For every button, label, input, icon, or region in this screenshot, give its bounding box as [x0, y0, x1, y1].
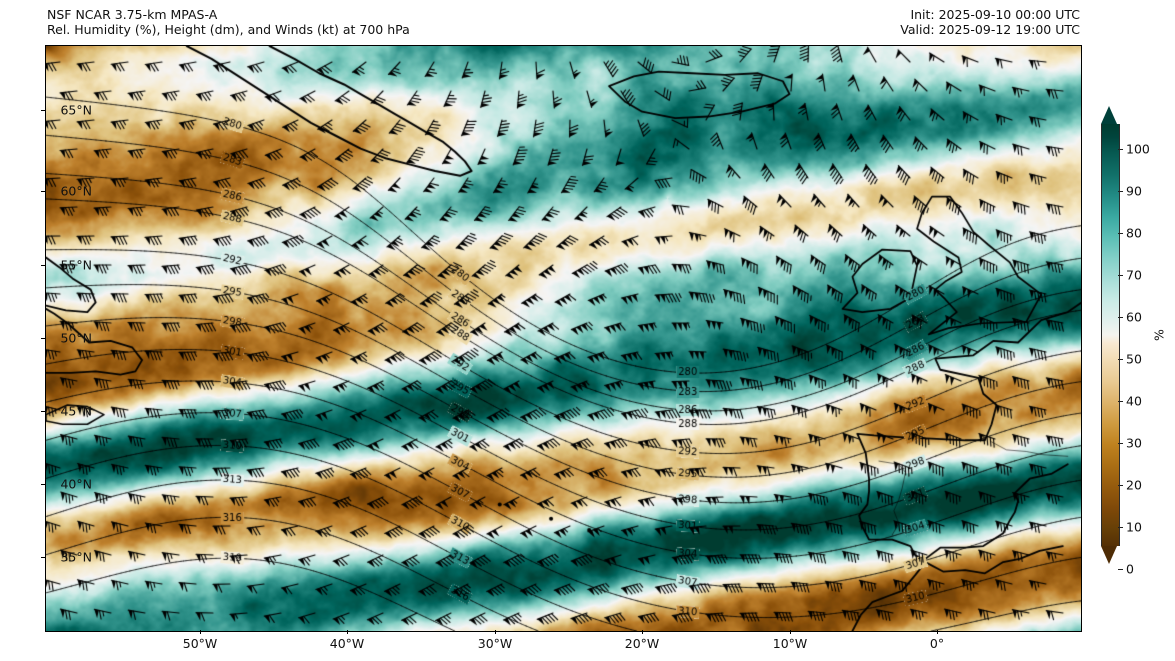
longitude-tick-label-4: 10°W — [772, 636, 808, 651]
colorbar-tick-mark-0 — [1118, 149, 1123, 150]
latitude-tick-label-6: 35°N — [60, 549, 92, 565]
colorbar-tick-label-2: 80 — [1126, 225, 1142, 241]
longitude-tick-mark-4 — [790, 630, 791, 634]
colorbar-unit-label: % — [1151, 329, 1167, 341]
latitude-tick-mark-0 — [41, 110, 45, 111]
longitude-tick-label-3: 20°W — [624, 636, 660, 651]
colorbar-tick-mark-3 — [1118, 275, 1123, 276]
longitude-tick-label-0: 50°W — [182, 636, 218, 651]
latitude-tick-mark-4 — [41, 411, 45, 412]
latitude-tick-label-2: 55°N — [60, 257, 92, 273]
latitude-tick-label-1: 60°N — [60, 183, 92, 199]
colorbar-over-arrow — [1101, 106, 1117, 124]
colorbar-gradient — [1101, 124, 1120, 546]
latitude-tick-mark-6 — [41, 557, 45, 558]
longitude-tick-mark-1 — [347, 630, 348, 634]
longitude-tick-label-1: 40°W — [329, 636, 365, 651]
latitude-tick-label-4: 45°N — [60, 403, 92, 419]
latitude-tick-mark-5 — [41, 484, 45, 485]
colorbar-tick-mark-2 — [1118, 233, 1123, 234]
longitude-tick-mark-3 — [642, 630, 643, 634]
model-field-description: Rel. Humidity (%), Height (dm), and Wind… — [47, 22, 410, 37]
latitude-tick-label-5: 40°N — [60, 476, 92, 492]
colorbar-tick-label-5: 50 — [1126, 351, 1142, 367]
colorbar-tick-mark-5 — [1118, 359, 1123, 360]
colorbar-under-arrow — [1101, 546, 1117, 564]
colorbar-tick-label-10: 0 — [1126, 561, 1134, 577]
latitude-tick-label-3: 50°N — [60, 330, 92, 346]
colorbar-gradient-body — [1101, 124, 1120, 546]
colorbar-tick-mark-7 — [1118, 443, 1123, 444]
colorbar-tick-label-6: 40 — [1126, 393, 1142, 409]
latitude-tick-mark-1 — [41, 191, 45, 192]
colorbar-tick-mark-1 — [1118, 191, 1123, 192]
longitude-tick-mark-0 — [200, 630, 201, 634]
latitude-tick-mark-2 — [41, 265, 45, 266]
colorbar-tick-mark-10 — [1118, 569, 1123, 570]
longitude-tick-label-5: 0° — [929, 636, 945, 651]
colorbar-tick-label-4: 60 — [1126, 309, 1142, 325]
colorbar-tick-mark-9 — [1118, 527, 1123, 528]
colorbar-tick-label-8: 20 — [1126, 477, 1142, 493]
map-plot-area[interactable] — [45, 45, 1082, 632]
colorbar-tick-label-1: 90 — [1126, 183, 1142, 199]
colorbar-tick-mark-4 — [1118, 317, 1123, 318]
init-time: Init: 2025-09-10 00:00 UTC — [910, 7, 1080, 22]
forecast-times: Init: 2025-09-10 00:00 UTC Valid: 2025-09… — [900, 7, 1080, 37]
longitude-tick-mark-5 — [937, 630, 938, 634]
colorbar-tick-mark-6 — [1118, 401, 1123, 402]
model-name: NSF NCAR 3.75-km MPAS-A — [47, 7, 218, 22]
latitude-tick-label-0: 65°N — [60, 102, 92, 118]
model-title: NSF NCAR 3.75-km MPAS-A Rel. Humidity (%)… — [47, 7, 410, 37]
relative-humidity-field — [46, 46, 1081, 631]
colorbar-tick-label-0: 100 — [1126, 141, 1150, 157]
colorbar-tick-label-3: 70 — [1126, 267, 1142, 283]
valid-time: Valid: 2025-09-12 19:00 UTC — [900, 22, 1080, 37]
colorbar[interactable]: 100 90 80 70 60 50 40 30 20 10 0 % — [1097, 100, 1175, 577]
colorbar-tick-mark-8 — [1118, 485, 1123, 486]
longitude-tick-mark-2 — [495, 630, 496, 634]
colorbar-tick-label-7: 30 — [1126, 435, 1142, 451]
longitude-tick-label-2: 30°W — [477, 636, 513, 651]
latitude-tick-mark-3 — [41, 338, 45, 339]
colorbar-tick-label-9: 10 — [1126, 519, 1142, 535]
